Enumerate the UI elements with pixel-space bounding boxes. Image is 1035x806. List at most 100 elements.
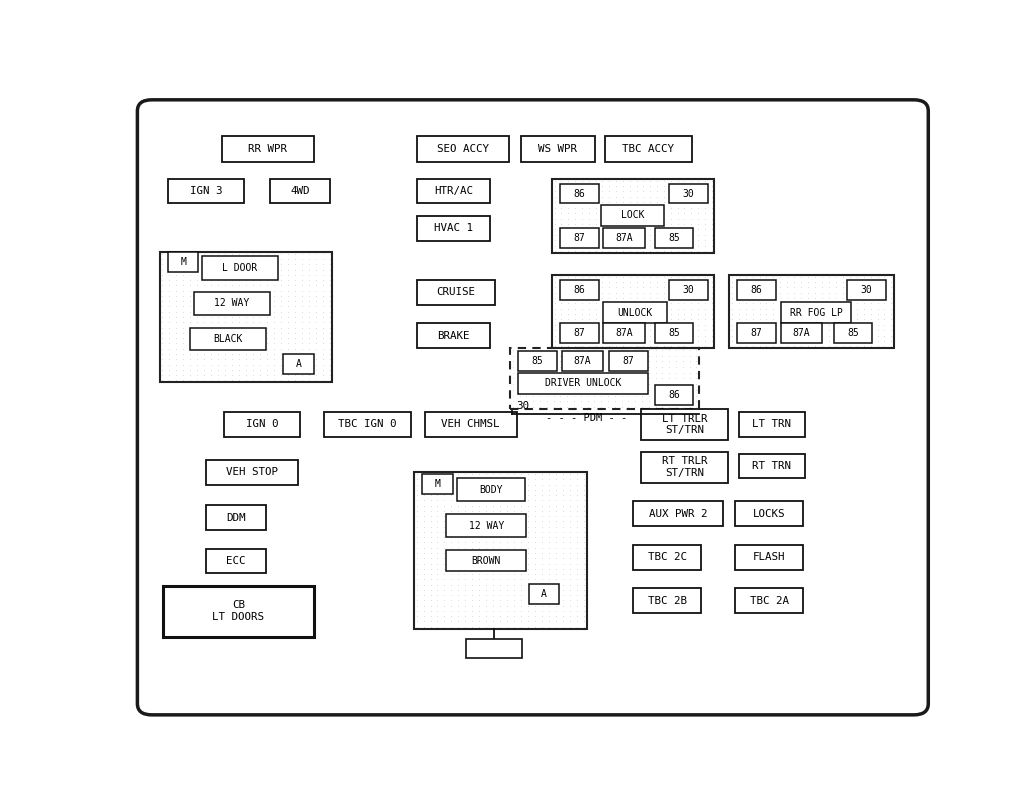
Point xyxy=(315,263,331,276)
Point xyxy=(541,505,558,517)
Point xyxy=(655,286,672,299)
Point xyxy=(793,297,809,310)
Point xyxy=(464,615,480,628)
Point xyxy=(697,302,713,315)
Point xyxy=(217,337,234,350)
Point xyxy=(555,467,571,480)
Point xyxy=(834,292,851,305)
Point xyxy=(855,292,871,305)
Point xyxy=(430,505,446,517)
Point xyxy=(525,401,541,413)
Point xyxy=(620,401,637,413)
Point xyxy=(189,263,206,276)
Point xyxy=(662,297,679,310)
Bar xyxy=(424,412,516,437)
Point xyxy=(408,563,424,575)
Point xyxy=(621,318,638,331)
Point xyxy=(154,368,171,381)
Point xyxy=(499,488,515,501)
Point xyxy=(654,343,671,356)
Point xyxy=(422,467,439,480)
Point xyxy=(443,509,460,522)
Point xyxy=(655,308,672,321)
Point xyxy=(464,563,480,575)
Point xyxy=(569,515,586,528)
Point xyxy=(599,366,616,379)
Point xyxy=(513,515,530,528)
Point xyxy=(601,218,618,231)
Point xyxy=(731,313,747,326)
Point xyxy=(287,374,303,387)
Point xyxy=(642,340,658,353)
Point xyxy=(408,488,424,501)
Point xyxy=(676,297,692,310)
Point xyxy=(697,218,713,231)
Point xyxy=(273,295,290,308)
Point xyxy=(546,340,563,353)
Point xyxy=(572,384,589,397)
Point xyxy=(224,364,240,376)
Point xyxy=(877,318,893,331)
Point xyxy=(217,316,234,329)
Point xyxy=(154,374,171,387)
Point xyxy=(834,270,851,283)
Point xyxy=(806,292,823,305)
Point xyxy=(575,599,592,612)
Point xyxy=(681,401,698,413)
Point xyxy=(567,190,584,203)
Point xyxy=(252,263,268,276)
Text: 87: 87 xyxy=(573,233,585,243)
Point xyxy=(670,202,686,214)
Point xyxy=(430,573,446,586)
Point xyxy=(471,621,487,634)
Point xyxy=(793,302,809,315)
Point xyxy=(635,297,652,310)
Point xyxy=(415,588,432,601)
Point xyxy=(569,536,586,549)
Point xyxy=(689,228,706,241)
Point xyxy=(175,310,191,323)
Point xyxy=(841,286,858,299)
Point xyxy=(513,546,530,559)
Point xyxy=(527,488,543,501)
Point xyxy=(737,308,753,321)
Point xyxy=(513,536,530,549)
Point xyxy=(506,499,523,512)
Point xyxy=(273,316,290,329)
Point xyxy=(620,384,637,397)
Point xyxy=(506,599,523,612)
Point xyxy=(601,223,618,236)
Point xyxy=(689,308,706,321)
Point xyxy=(566,372,583,385)
Point xyxy=(301,247,318,260)
Point xyxy=(670,318,686,331)
Point xyxy=(555,584,571,596)
Point xyxy=(594,218,611,231)
Point xyxy=(471,526,487,538)
Point xyxy=(154,347,171,360)
Point xyxy=(627,372,644,385)
Point xyxy=(546,308,563,321)
Point xyxy=(731,276,747,289)
Point xyxy=(450,546,467,559)
Point xyxy=(575,615,592,628)
Point xyxy=(572,401,589,413)
Point xyxy=(161,343,178,355)
Point xyxy=(196,364,212,376)
Point xyxy=(786,281,802,294)
Point xyxy=(307,337,324,350)
Point xyxy=(615,196,631,209)
Point xyxy=(189,300,206,313)
Point xyxy=(175,279,191,292)
Point xyxy=(786,313,802,326)
Point xyxy=(601,281,618,294)
Point xyxy=(450,494,467,507)
Point xyxy=(635,286,652,299)
Point xyxy=(457,573,474,586)
Point xyxy=(607,372,623,385)
Point xyxy=(772,318,789,331)
Point xyxy=(436,557,452,570)
Point xyxy=(224,347,240,360)
Point xyxy=(266,332,283,345)
Point xyxy=(697,239,713,252)
